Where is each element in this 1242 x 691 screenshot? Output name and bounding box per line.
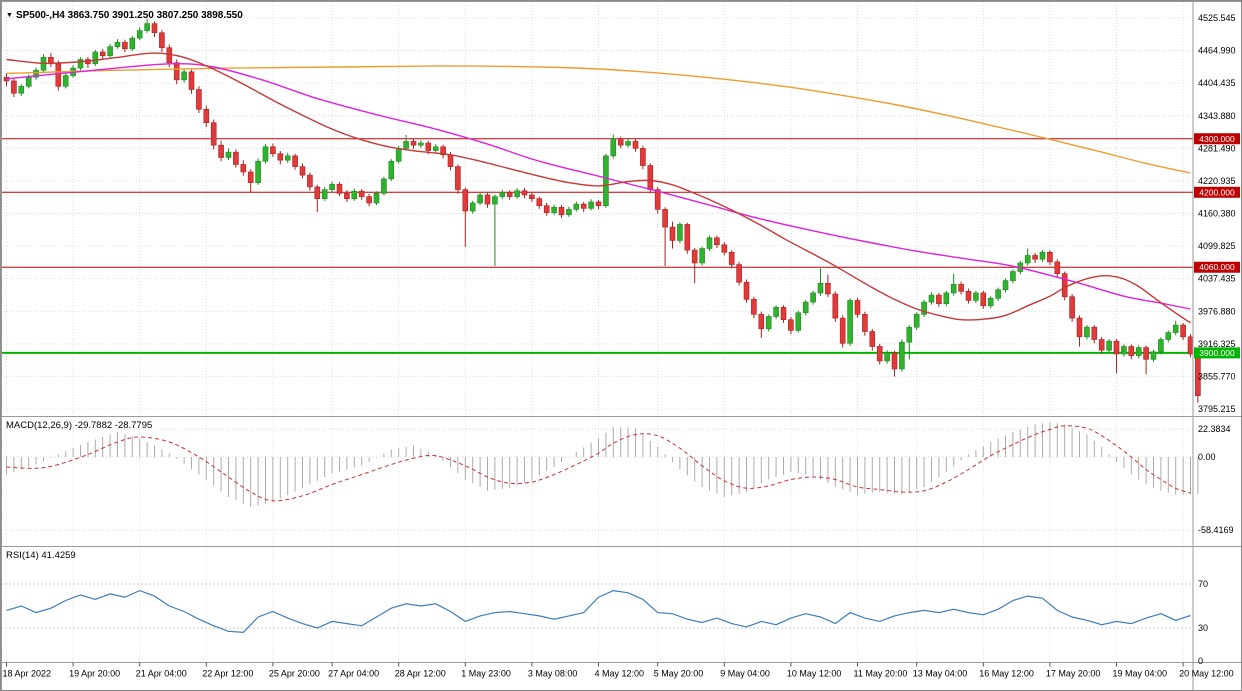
- svg-text:13 May 04:00: 13 May 04:00: [913, 669, 968, 679]
- svg-text:17 May 20:00: 17 May 20:00: [1046, 669, 1101, 679]
- svg-text:4037.435: 4037.435: [1198, 274, 1236, 284]
- svg-text:16 May 12:00: 16 May 12:00: [979, 669, 1034, 679]
- moving-averages-layer: [6, 52, 1191, 324]
- svg-text:11 May 20:00: 11 May 20:00: [854, 669, 908, 679]
- svg-text:3 May 08:00: 3 May 08:00: [528, 669, 578, 679]
- macd-layer: [6, 421, 1199, 508]
- svg-text:4200.000: 4200.000: [1199, 187, 1235, 197]
- horizontal-levels-layer: [1, 138, 1193, 354]
- svg-text:25 Apr 20:00: 25 Apr 20:00: [269, 669, 320, 679]
- grid-layer: [1, 2, 1193, 663]
- svg-text:19 May 04:00: 19 May 04:00: [1113, 669, 1168, 679]
- svg-text:19 Apr 20:00: 19 Apr 20:00: [69, 669, 120, 679]
- svg-text:28 Apr 12:00: 28 Apr 12:00: [395, 669, 446, 679]
- svg-text:4300.000: 4300.000: [1199, 134, 1235, 144]
- svg-text:5 May 20:00: 5 May 20:00: [654, 669, 704, 679]
- svg-text:1 May 23:00: 1 May 23:00: [461, 669, 511, 679]
- price-scale: 4525.545 4464.990 4404.435 4343.880 4281.490…: [1198, 13, 1236, 666]
- svg-text:18 Apr 2022: 18 Apr 2022: [3, 669, 52, 679]
- svg-text:4343.880: 4343.880: [1198, 111, 1236, 121]
- svg-text:4220.935: 4220.935: [1198, 176, 1236, 186]
- svg-text:4 May 12:00: 4 May 12:00: [595, 669, 645, 679]
- svg-text:4404.435: 4404.435: [1198, 78, 1236, 88]
- svg-text:0: 0: [1198, 656, 1203, 666]
- svg-text:4281.490: 4281.490: [1198, 143, 1236, 153]
- svg-text:3795.215: 3795.215: [1198, 404, 1236, 414]
- svg-text:0.00: 0.00: [1198, 452, 1216, 462]
- svg-text:4525.545: 4525.545: [1198, 13, 1236, 23]
- svg-text:4060.000: 4060.000: [1199, 262, 1235, 272]
- svg-text:3900.000: 3900.000: [1199, 348, 1235, 358]
- svg-text:20 May 12:00: 20 May 12:00: [1179, 669, 1234, 679]
- svg-text:4464.990: 4464.990: [1198, 46, 1236, 56]
- svg-text:30: 30: [1198, 623, 1208, 633]
- svg-text:22.3834: 22.3834: [1198, 424, 1231, 434]
- svg-text:70: 70: [1198, 579, 1208, 589]
- svg-text:-58.4169: -58.4169: [1198, 525, 1234, 535]
- svg-text:9 May 04:00: 9 May 04:00: [720, 669, 770, 679]
- svg-text:10 May 12:00: 10 May 12:00: [787, 669, 842, 679]
- candles-layer: [3, 18, 1201, 403]
- svg-text:3855.770: 3855.770: [1198, 371, 1236, 381]
- svg-text:3976.880: 3976.880: [1198, 306, 1236, 316]
- svg-text:3916.325: 3916.325: [1198, 339, 1236, 349]
- symbol-dropdown-icon[interactable]: ▼: [6, 12, 13, 19]
- svg-text:22 Apr 12:00: 22 Apr 12:00: [202, 669, 253, 679]
- svg-text:21 Apr 04:00: 21 Apr 04:00: [136, 669, 187, 679]
- rsi-layer: [6, 589, 1191, 634]
- svg-text:4160.380: 4160.380: [1198, 209, 1236, 219]
- svg-text:27 Apr 04:00: 27 Apr 04:00: [328, 669, 379, 679]
- svg-text:4099.825: 4099.825: [1198, 241, 1236, 251]
- time-scale: 18 Apr 2022 19 Apr 20:00 21 Apr 04:00 22 Ap…: [3, 662, 1234, 679]
- level-badges: 4300.000 4200.000 4060.000 3900.000: [1194, 133, 1240, 359]
